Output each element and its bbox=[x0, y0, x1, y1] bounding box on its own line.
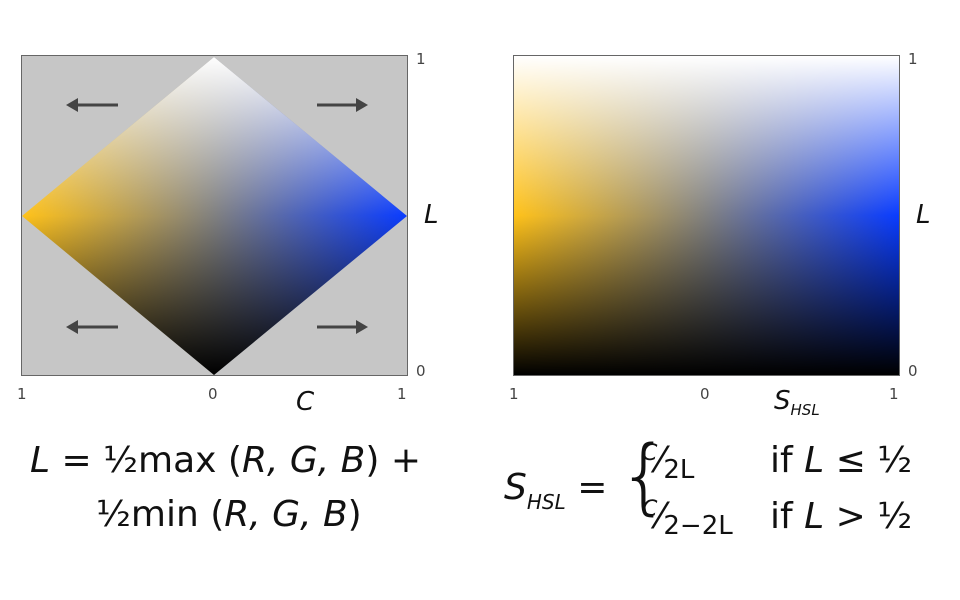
formula-l-end1: ) + bbox=[365, 440, 421, 481]
cylinder-svg bbox=[514, 56, 899, 375]
formula-s-cond2-var: L bbox=[804, 496, 825, 537]
right-x-tick-mid: 0 bbox=[700, 385, 710, 403]
cylinder-lightness-fill bbox=[514, 56, 899, 375]
formula-lightness-line2: ½min (R, G, B) bbox=[96, 497, 362, 533]
left-y-axis-label: L bbox=[424, 200, 439, 230]
formula-saturation-case2: C⁄2−2L bbox=[642, 496, 733, 541]
formula-s-case2-num: C bbox=[642, 497, 658, 522]
hsl-bicone-diagram bbox=[21, 55, 408, 376]
formula-s-cond1-rest: ≤ ½ bbox=[824, 440, 913, 481]
hsl-cylinder-diagram bbox=[513, 55, 900, 376]
left-arrow-icon bbox=[66, 320, 118, 334]
left-arrow-icon bbox=[66, 98, 118, 112]
right-x-tick-right: 1 bbox=[889, 385, 899, 403]
formula-s-case1-den: 2L bbox=[663, 455, 695, 485]
left-y-tick-top: 1 bbox=[416, 50, 426, 68]
formula-s-cond2-rest: > ½ bbox=[824, 496, 913, 537]
formula-s-equals: = bbox=[565, 467, 608, 508]
right-x-axis-label-sub: HSL bbox=[790, 401, 820, 419]
right-y-axis-label: L bbox=[916, 200, 931, 230]
formula-s-cond1-if: if bbox=[770, 440, 805, 481]
right-x-tick-left: 1 bbox=[509, 385, 519, 403]
formula-l-lhs: L bbox=[30, 440, 51, 481]
formula-s-cond1-var: L bbox=[804, 440, 825, 481]
left-x-tick-left: 1 bbox=[17, 385, 27, 403]
left-x-tick-right: 1 bbox=[397, 385, 407, 403]
formula-saturation-cond2: if L > ½ bbox=[770, 499, 912, 535]
formula-l-part2: ½min ( bbox=[96, 494, 225, 535]
formula-lightness-line1: L = ½max (R, G, B) + bbox=[30, 443, 421, 479]
left-x-tick-mid: 0 bbox=[208, 385, 218, 403]
right-x-axis-label: SHSL bbox=[774, 388, 820, 418]
left-y-tick-bottom: 0 bbox=[416, 362, 426, 380]
left-x-axis-label: C bbox=[296, 387, 315, 417]
right-arrow-icon bbox=[317, 320, 368, 334]
formula-s-lhs-sub: HSL bbox=[526, 490, 566, 514]
formula-l-args2: R, G, B bbox=[224, 494, 348, 535]
formula-s-case1-slash: ⁄ bbox=[657, 440, 664, 481]
formula-s-case2-den: 2−2L bbox=[663, 511, 733, 541]
formula-l-end2: ) bbox=[347, 494, 362, 535]
formula-l-args1: R, G, B bbox=[241, 440, 366, 481]
formula-saturation-lhs: SHSL = bbox=[504, 467, 608, 514]
right-x-axis-label-main: S bbox=[774, 386, 791, 416]
formula-saturation-cond1: if L ≤ ½ bbox=[770, 443, 912, 479]
right-y-tick-top: 1 bbox=[908, 50, 918, 68]
right-arrow-icon bbox=[317, 98, 368, 112]
formula-s-case2-slash: ⁄ bbox=[657, 496, 664, 537]
formula-s-cond2-if: if bbox=[770, 496, 805, 537]
right-y-tick-bottom: 0 bbox=[908, 362, 918, 380]
formula-l-part1: = ½max ( bbox=[50, 440, 242, 481]
bicone-svg bbox=[22, 57, 407, 375]
formula-s-brace: { bbox=[618, 429, 671, 524]
formula-s-case1-num: C bbox=[642, 441, 658, 466]
formula-s-lhs-main: S bbox=[504, 467, 527, 508]
formula-saturation-case1: C⁄2L bbox=[642, 440, 695, 485]
